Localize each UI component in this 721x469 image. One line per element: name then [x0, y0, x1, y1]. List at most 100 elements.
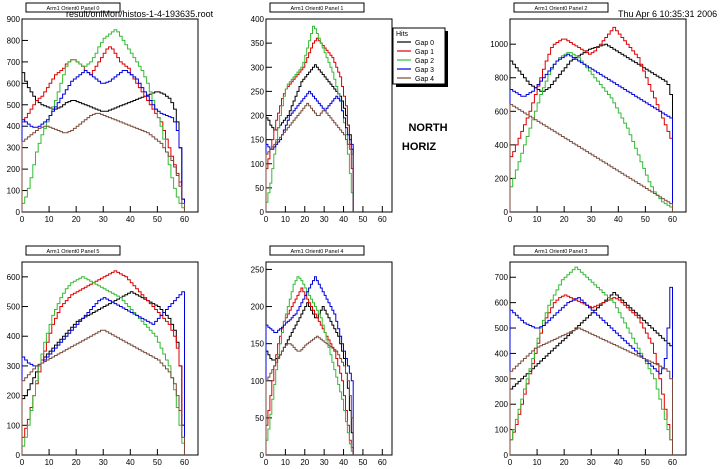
legend-title: Hits	[396, 31, 409, 38]
y-tick-label: 0	[16, 451, 21, 460]
y-tick-label: 100	[251, 160, 265, 169]
y-tick-label: 400	[495, 349, 509, 358]
histogram-panel: Arm1 Orient0 Panel 50 10 20 30 40 50 600100200…	[7, 245, 199, 467]
panel-title: Arm1 Orient0 Panel 2	[535, 6, 588, 12]
y-tick-label: 300	[495, 375, 509, 384]
panel-title: Arm1 Orient0 Panel 5	[47, 249, 100, 255]
y-tick-label: 200	[495, 174, 509, 183]
x-tick-label: 0	[20, 215, 25, 224]
histogram-series-gap2	[21, 29, 185, 212]
histogram-series-gap1	[509, 26, 673, 212]
y-tick-label: 250	[251, 265, 265, 274]
plot-frame	[21, 18, 199, 213]
x-tick-label: 10	[45, 215, 54, 224]
y-tick-label: 500	[495, 324, 509, 333]
y-tick-label: 0	[16, 208, 21, 217]
x-tick-label: 40	[126, 458, 135, 467]
panel-title-box	[513, 245, 609, 256]
histogram-series-gap4	[21, 112, 185, 212]
y-tick-label: 200	[251, 112, 265, 121]
x-tick-label: 10	[533, 215, 542, 224]
histogram-series-gap3	[21, 291, 185, 455]
x-tick-label: 40	[614, 215, 623, 224]
y-tick-label: 600	[7, 79, 21, 88]
y-tick-label: 1000	[490, 40, 508, 49]
panel-title-box	[25, 2, 121, 13]
panel-title-box	[269, 2, 365, 13]
y-tick-label: 800	[495, 74, 509, 83]
x-tick-label: 60	[180, 215, 189, 224]
y-tick-label: 400	[7, 332, 21, 341]
x-tick-label: 10	[281, 458, 290, 467]
y-tick-label: 400	[251, 15, 265, 24]
histogram-series-gap1	[21, 46, 185, 212]
histogram-series-gap2	[265, 25, 354, 212]
x-tick-label: 50	[641, 458, 650, 467]
histogram-series-gap2	[21, 276, 185, 455]
legend-entry: Gap 1	[415, 49, 434, 56]
panel-title: Arm1 Orient0 Panel 3	[535, 249, 588, 255]
legend-entry: Gap 4	[415, 76, 434, 83]
plot-frame	[265, 261, 393, 456]
histogram-series-gap3	[265, 90, 354, 212]
x-tick-label: 60	[668, 458, 677, 467]
x-tick-label: 30	[99, 215, 108, 224]
histogram-series-gap1	[265, 37, 354, 212]
y-tick-label: 100	[251, 377, 265, 386]
plot-frame	[21, 261, 199, 456]
x-tick-label: 0	[20, 458, 25, 467]
y-tick-label: 300	[7, 144, 21, 153]
datetime-label: Thu Apr 6 10:35:31 2006	[618, 9, 718, 19]
x-tick-label: 20	[560, 215, 569, 224]
x-tick-label: 50	[358, 458, 367, 467]
y-tick-label: 500	[7, 101, 21, 110]
y-tick-label: 200	[495, 400, 509, 409]
histogram-panel: Arm1 Orient0 Panel 20 10 20 30 40 50 600200400…	[490, 2, 687, 224]
y-tick-label: 50	[255, 414, 264, 423]
x-tick-label: 30	[320, 215, 329, 224]
panel-title: Arm1 Orient0 Panel 4	[291, 249, 344, 255]
histogram-panel: Arm1 Orient0 Panel 00 10 20 30 40 50 600100200…	[7, 2, 199, 224]
y-tick-label: 0	[260, 451, 265, 460]
x-tick-label: 0	[508, 458, 513, 467]
y-tick-label: 300	[7, 362, 21, 371]
histogram-panel: Arm1 Orient0 Panel 30 10 20 30 40 50 600100200…	[495, 245, 687, 467]
histogram-series-gap0	[21, 72, 185, 212]
x-tick-label: 20	[560, 458, 569, 467]
legend-entry: Gap 2	[415, 58, 434, 65]
y-tick-label: 200	[7, 392, 21, 401]
y-tick-label: 800	[7, 36, 21, 45]
histogram-series-gap1	[265, 287, 354, 455]
y-tick-label: 50	[255, 184, 264, 193]
histogram-series-gap4	[509, 327, 673, 455]
x-tick-label: 0	[508, 215, 513, 224]
panel-title-box	[513, 2, 609, 13]
histogram-series-gap3	[509, 286, 673, 455]
y-tick-label: 500	[7, 303, 21, 312]
y-tick-label: 150	[251, 340, 265, 349]
x-tick-label: 30	[587, 458, 596, 467]
legend-box	[392, 27, 446, 85]
y-tick-label: 0	[260, 208, 265, 217]
panel-title-box	[269, 245, 365, 256]
north-label: NORTH	[408, 122, 447, 134]
y-tick-label: 0	[504, 208, 509, 217]
panel-title: Arm1 Orient0 Panel 0	[47, 6, 100, 12]
y-tick-label: 700	[7, 58, 21, 67]
x-tick-label: 30	[99, 458, 108, 467]
y-tick-label: 600	[495, 299, 509, 308]
histogram-series-gap4	[21, 329, 185, 455]
y-tick-label: 600	[7, 273, 21, 282]
x-tick-label: 50	[641, 215, 650, 224]
y-tick-label: 200	[7, 165, 21, 174]
histogram-series-gap0	[265, 302, 354, 455]
plot-frame	[509, 261, 687, 456]
histogram-series-gap3	[265, 276, 354, 455]
file-path-label: result/onlMon/histos-1-4-193635.root	[66, 9, 214, 19]
legend-entry: Gap 3	[415, 67, 434, 74]
y-tick-label: 400	[7, 122, 21, 131]
x-tick-label: 40	[339, 215, 348, 224]
horiz-label: HORIZ	[402, 141, 437, 153]
legend-entry: Gap 0	[415, 40, 434, 47]
